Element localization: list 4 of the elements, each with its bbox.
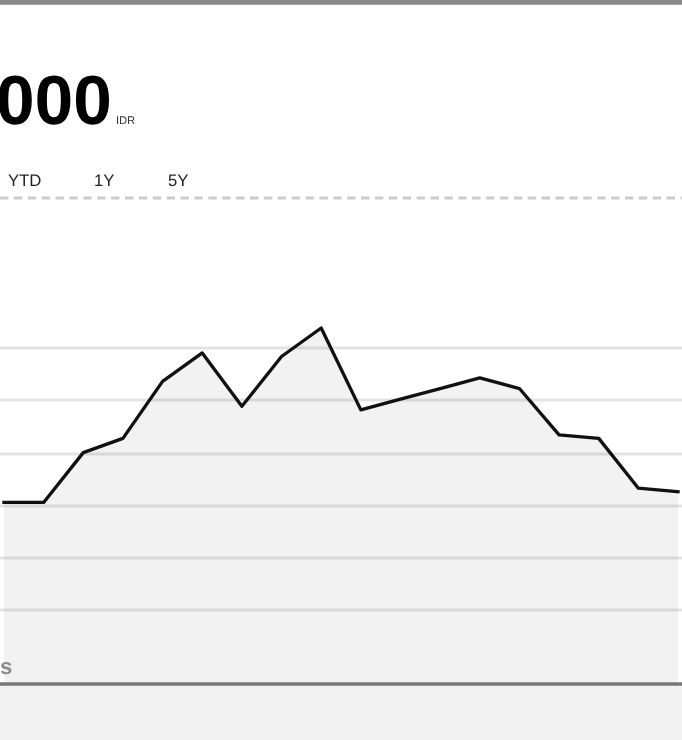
annotation: s [0, 662, 12, 675]
text: 1Y [95, 174, 115, 186]
text: YTD [8, 174, 41, 186]
text: 5Y [168, 174, 189, 187]
